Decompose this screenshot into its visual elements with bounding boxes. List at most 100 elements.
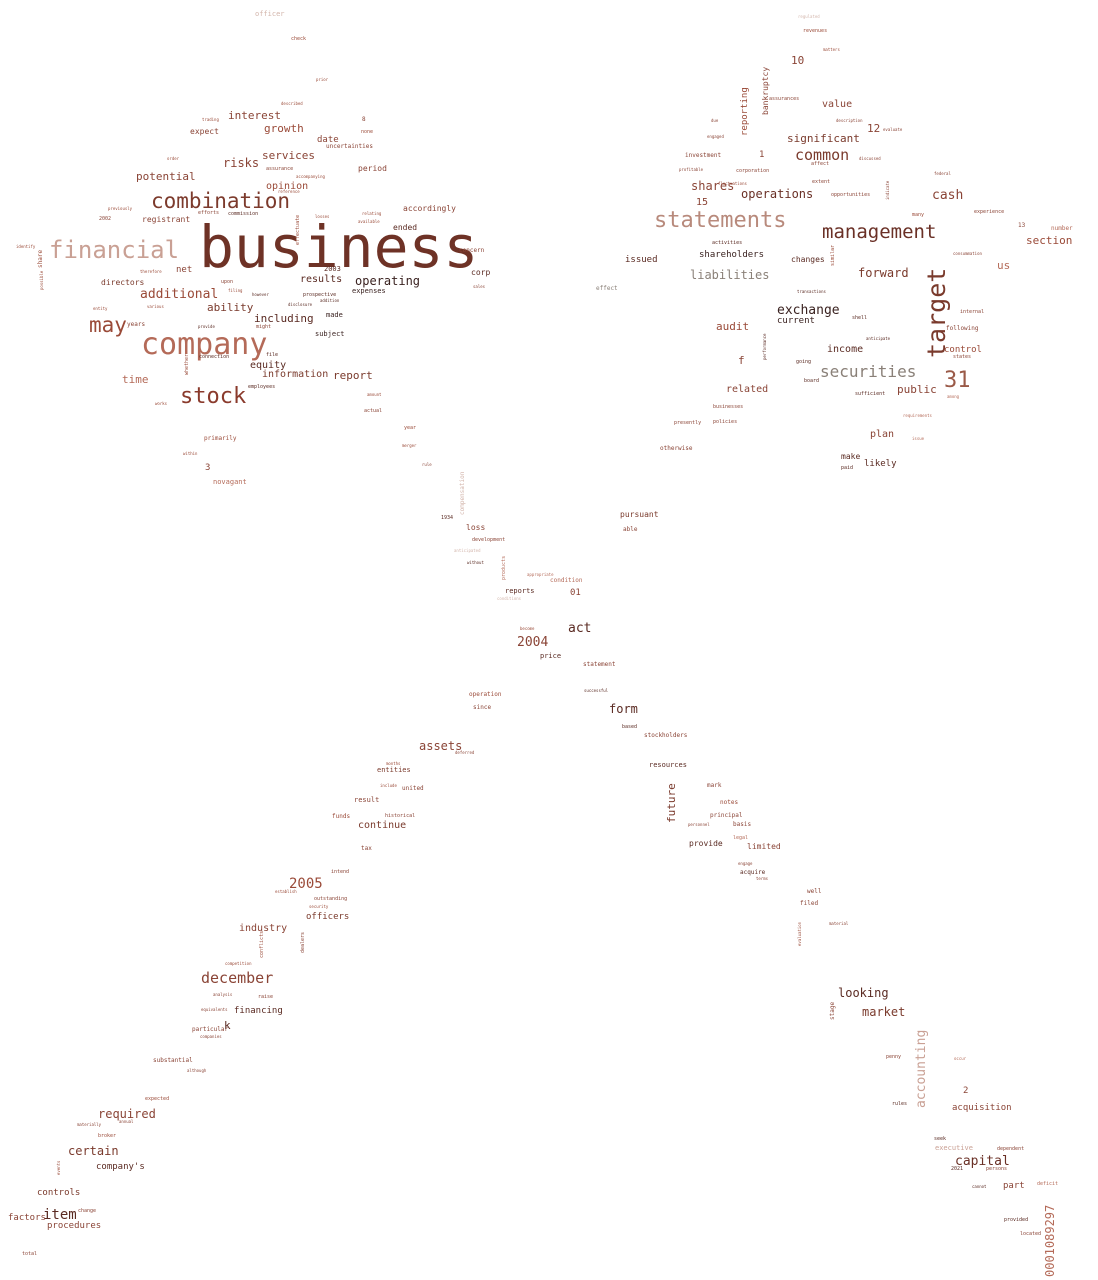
word: events — [56, 1160, 61, 1175]
word: assets — [419, 739, 463, 753]
word: among — [947, 394, 960, 399]
word: possible — [39, 270, 44, 290]
word: share — [37, 249, 44, 268]
word: additional — [140, 287, 219, 302]
word: services — [262, 149, 315, 162]
word: although — [187, 1068, 207, 1073]
word: bankruptcy — [761, 66, 770, 115]
word: upon — [221, 279, 234, 285]
word: current — [777, 316, 815, 326]
word: federal — [934, 171, 951, 176]
word: financial — [49, 236, 180, 264]
word: executive — [935, 1144, 973, 1152]
word: market — [862, 1005, 906, 1019]
word: broker — [98, 1133, 117, 1139]
word: performance — [762, 333, 767, 361]
word: due — [711, 118, 719, 123]
word: dependent — [997, 1146, 1025, 1152]
word: policies — [713, 419, 738, 425]
word: capital — [955, 1154, 1010, 1169]
word: ability — [207, 301, 254, 314]
word: procedures — [47, 1221, 102, 1231]
word: establish — [275, 889, 297, 894]
word: registrant — [142, 215, 191, 224]
word: 15 — [696, 197, 709, 208]
word: principal — [710, 812, 743, 819]
word: accompanying — [296, 174, 325, 179]
word: addition — [320, 298, 340, 303]
word: ended — [393, 223, 418, 232]
word: significant — [787, 132, 860, 145]
word: following — [946, 325, 979, 332]
word: pursuant — [620, 510, 659, 519]
word: interest — [228, 109, 281, 122]
word: issue — [912, 436, 925, 441]
word: stock — [180, 384, 247, 409]
word: resources — [649, 761, 687, 769]
word: form — [609, 702, 638, 716]
word: make — [841, 452, 861, 461]
word: future — [665, 783, 678, 823]
word: previously — [108, 206, 133, 211]
word: terms — [756, 876, 769, 881]
word: provide — [689, 839, 723, 848]
word: 3 — [205, 463, 211, 473]
word: many — [912, 212, 925, 218]
word: opportunities — [831, 192, 871, 198]
word: 8 — [362, 116, 366, 123]
word: expect — [190, 127, 219, 136]
word: companies — [200, 1034, 222, 1039]
word: rule — [422, 462, 432, 467]
word: k — [224, 1019, 231, 1032]
word: material — [829, 921, 849, 926]
word: development — [472, 537, 506, 543]
word: 1 — [759, 150, 765, 160]
word: intend — [331, 869, 350, 875]
word: industry — [239, 923, 288, 934]
word: products — [501, 555, 507, 580]
word: 2005 — [289, 876, 323, 892]
word: engage — [738, 861, 753, 866]
word: paid — [841, 465, 854, 471]
word: check — [291, 36, 307, 42]
word: analysis — [213, 992, 233, 997]
word: 13 — [1018, 222, 1026, 229]
word: provide — [198, 324, 215, 329]
word: statements — [654, 208, 787, 233]
word: financing — [234, 1006, 283, 1016]
word: materially — [77, 1122, 102, 1127]
word: related — [726, 384, 769, 395]
word: within — [183, 451, 198, 456]
word: company — [141, 327, 268, 362]
word: provided — [1004, 1217, 1029, 1223]
word: item — [43, 1207, 77, 1223]
word: business — [199, 213, 479, 281]
word: deficit — [1037, 1181, 1059, 1187]
word: plan — [870, 429, 895, 440]
word: however — [252, 292, 269, 297]
word: 10 — [791, 54, 805, 67]
word: conditions — [497, 596, 522, 601]
word: us — [997, 259, 1011, 272]
word: efforts — [198, 210, 220, 216]
word: relating — [362, 211, 382, 216]
word: expenses — [352, 287, 386, 295]
word: months — [386, 761, 401, 766]
word: 2003 — [324, 265, 341, 273]
word: risks — [223, 156, 260, 170]
word: legal — [733, 835, 749, 841]
word: commission — [228, 211, 259, 217]
word: substantial — [153, 1057, 193, 1064]
word: 0001089297 — [1043, 1204, 1057, 1277]
word: year — [404, 425, 417, 431]
word: uncertainties — [326, 143, 373, 150]
word: net — [176, 265, 193, 275]
word: rules — [892, 1101, 908, 1107]
word: required — [98, 1107, 156, 1121]
word: experience — [974, 209, 1005, 215]
word: fluctuations — [718, 181, 747, 186]
word: acquisition — [952, 1103, 1012, 1113]
word: operating — [355, 274, 421, 288]
word: occur — [954, 1056, 967, 1061]
